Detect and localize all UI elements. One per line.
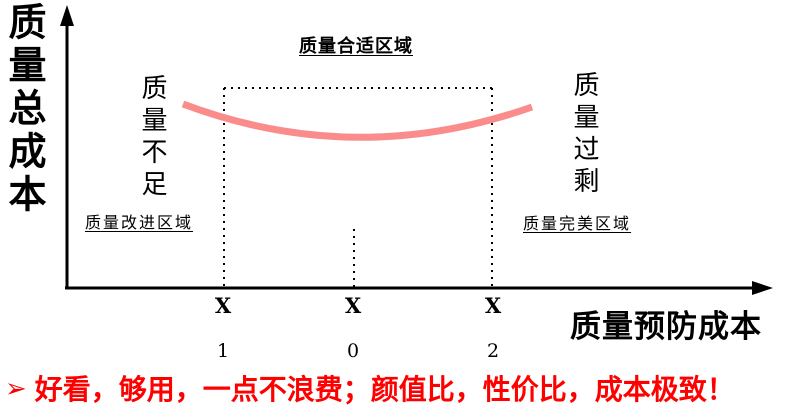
region-label-insufficient: 质量不足 — [137, 74, 167, 202]
slogan-line: ➢ 好看，够用，一点不浪费；颜值比，性价比，成本极致！ — [5, 368, 735, 408]
x-axis-arrowhead-icon — [752, 281, 773, 295]
x-axis-title: 质量预防成本 — [570, 309, 762, 344]
tick-symbol-x2: X — [484, 293, 502, 318]
region-label-excess: 质量过剩 — [569, 71, 599, 199]
tick-subscript-1: 1 — [216, 340, 230, 362]
tick-subscript-0: 0 — [346, 340, 360, 362]
arrow-bullet-icon: ➢ — [5, 373, 27, 403]
y-axis-arrowhead-icon — [60, 5, 74, 26]
y-axis-title: 质量总成本 — [2, 2, 44, 217]
region-label-suitable: 质量合适区域 — [299, 36, 413, 56]
tick-symbol-x0: X — [344, 293, 362, 318]
tick-symbol-x1: X — [214, 293, 232, 318]
total-cost-curve — [181, 100, 534, 141]
tick-subscript-2: 2 — [486, 340, 500, 362]
region-label-perfection-zone: 质量完美区域 — [523, 214, 632, 233]
slogan-text: 好看，够用，一点不浪费；颜值比，性价比，成本极致！ — [34, 374, 735, 405]
region-label-improvement-zone: 质量改进区域 — [85, 213, 194, 232]
